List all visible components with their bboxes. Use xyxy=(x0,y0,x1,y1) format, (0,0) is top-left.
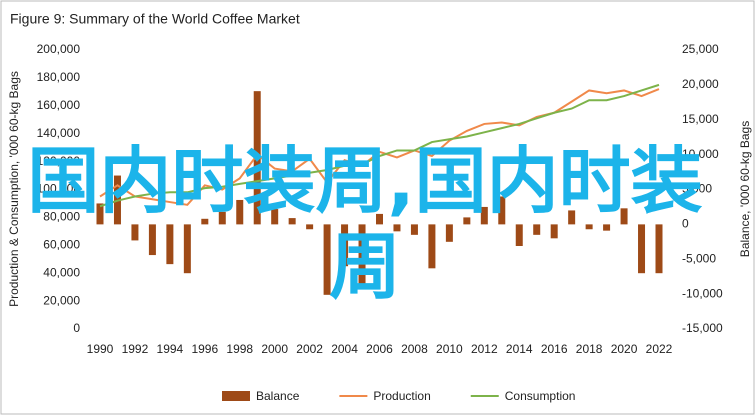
bar xyxy=(183,224,191,274)
x-tick-label: 2016 xyxy=(541,342,568,356)
overlay-text: 国内时装周,国内时装周 xyxy=(27,139,703,309)
y2-tick-label: 20,000 xyxy=(682,77,719,91)
legend-label: Production xyxy=(373,389,430,403)
y2-tick-label: 15,000 xyxy=(682,112,719,126)
bar xyxy=(306,224,314,230)
line xyxy=(99,83,660,208)
y-tick-label: 120,000 xyxy=(37,154,81,168)
x-tick-label: 2002 xyxy=(296,342,323,356)
bar xyxy=(253,91,261,225)
bar xyxy=(341,224,349,267)
bar xyxy=(533,224,541,235)
bar xyxy=(638,224,646,274)
chart-title: Figure 9: Summary of the World Coffee Ma… xyxy=(10,11,300,27)
x-tick-label: 2014 xyxy=(506,342,533,356)
bar xyxy=(393,224,401,232)
x-tick-label: 1994 xyxy=(157,342,184,356)
x-tick-label: 2004 xyxy=(331,342,358,356)
x-tick-label: 2000 xyxy=(261,342,288,356)
bar xyxy=(131,224,139,241)
bar xyxy=(166,224,174,265)
bar xyxy=(585,224,593,230)
bar xyxy=(550,224,558,239)
bar xyxy=(568,210,576,225)
y2-tick-label: 10,000 xyxy=(682,147,719,161)
y2-tick-label: 5,000 xyxy=(682,182,712,196)
bar xyxy=(410,224,418,235)
x-tick-label: 2020 xyxy=(611,342,638,356)
x-tick-label: 2006 xyxy=(366,342,393,356)
y-tick-label: 40,000 xyxy=(43,265,80,279)
legend-label: Consumption xyxy=(505,389,576,403)
y-tick-label: 20,000 xyxy=(43,293,80,307)
y2-tick-label: -10,000 xyxy=(682,286,723,300)
y-tick-label: 60,000 xyxy=(43,237,80,251)
bar xyxy=(288,218,296,225)
legend-swatch xyxy=(222,391,250,401)
y-axis-label: Production & Consumption, '000 60-kg Bag… xyxy=(7,71,21,307)
x-tick-label: 1992 xyxy=(122,342,149,356)
bar xyxy=(515,224,523,246)
x-tick-label: 1990 xyxy=(87,342,114,356)
bar xyxy=(463,217,471,225)
bar xyxy=(271,209,279,225)
bar xyxy=(428,224,436,269)
bar xyxy=(655,224,663,274)
y2-tick-label: -5,000 xyxy=(682,251,716,265)
bar xyxy=(96,203,104,225)
bar xyxy=(323,224,331,295)
legend-label: Balance xyxy=(256,389,300,403)
bar xyxy=(498,196,506,225)
bar xyxy=(148,224,156,256)
y-tick-label: 100,000 xyxy=(37,182,81,196)
bar xyxy=(480,206,488,225)
x-tick-label: 2022 xyxy=(646,342,673,356)
x-tick-label: 2018 xyxy=(576,342,603,356)
bar xyxy=(218,211,226,225)
y-tick-label: 180,000 xyxy=(37,70,81,84)
y-tick-label: 80,000 xyxy=(43,210,80,224)
y2-tick-label: -15,000 xyxy=(682,321,723,335)
bar xyxy=(620,208,628,225)
y-tick-label: 0 xyxy=(73,321,80,335)
x-tick-label: 2010 xyxy=(436,342,463,356)
line xyxy=(99,88,660,206)
bar xyxy=(445,224,453,242)
bar xyxy=(358,224,366,288)
x-tick-label: 2012 xyxy=(471,342,498,356)
y-tick-label: 140,000 xyxy=(37,126,81,140)
x-tick-label: 1998 xyxy=(226,342,253,356)
y2-axis-label: Balance, '000 60-kg Bags xyxy=(738,121,752,257)
y2-tick-label: 25,000 xyxy=(682,42,719,56)
bar xyxy=(236,199,244,225)
bar xyxy=(376,213,383,225)
y-tick-label: 200,000 xyxy=(37,42,81,56)
y-tick-label: 160,000 xyxy=(37,98,81,112)
x-tick-label: 1996 xyxy=(191,342,218,356)
x-tick-label: 2008 xyxy=(401,342,428,356)
bar xyxy=(603,224,611,231)
y2-tick-label: 0 xyxy=(682,217,689,231)
bar xyxy=(201,218,209,225)
